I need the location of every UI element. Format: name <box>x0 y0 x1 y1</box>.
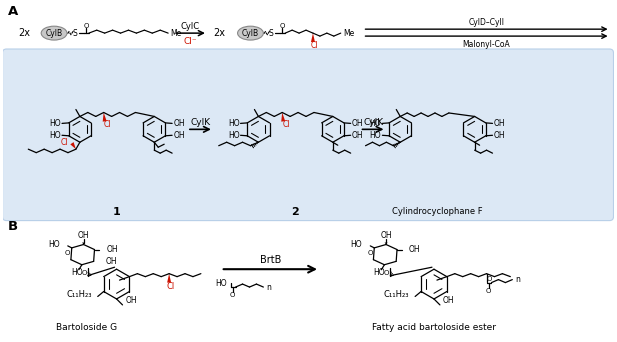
Text: OH: OH <box>173 131 185 140</box>
Text: S: S <box>73 29 77 38</box>
Text: O: O <box>487 276 492 281</box>
Text: CylB: CylB <box>242 29 259 38</box>
Text: HO: HO <box>71 268 83 277</box>
Text: 2: 2 <box>291 207 299 217</box>
Text: O: O <box>280 23 285 29</box>
Text: n: n <box>266 282 271 291</box>
Text: HO: HO <box>228 119 239 128</box>
Text: OH: OH <box>352 119 363 128</box>
Polygon shape <box>102 113 107 122</box>
Text: B: B <box>7 220 18 233</box>
Text: Cl: Cl <box>167 282 175 291</box>
Text: O: O <box>65 250 70 256</box>
Text: 1: 1 <box>113 207 120 217</box>
Text: OH: OH <box>106 245 118 254</box>
Text: OH: OH <box>494 119 505 128</box>
Text: HO: HO <box>350 240 362 249</box>
Text: Cl: Cl <box>60 138 68 147</box>
Text: CylD–CylI: CylD–CylI <box>468 18 505 27</box>
Text: A: A <box>7 5 18 18</box>
Text: CylB: CylB <box>46 29 63 38</box>
FancyBboxPatch shape <box>2 49 613 221</box>
Text: S: S <box>269 29 274 38</box>
Text: OH: OH <box>409 245 421 254</box>
Ellipse shape <box>41 26 67 40</box>
Text: HO: HO <box>48 240 60 249</box>
Text: OH: OH <box>106 257 117 266</box>
Text: Cylindrocyclophane F: Cylindrocyclophane F <box>392 207 482 216</box>
Text: O: O <box>81 270 86 276</box>
Text: C₁₁H₂₃: C₁₁H₂₃ <box>66 290 92 300</box>
Text: OH: OH <box>126 297 137 305</box>
Text: Malonyl-CoA: Malonyl-CoA <box>463 40 510 49</box>
Text: OH: OH <box>494 131 505 140</box>
Text: n: n <box>515 275 520 284</box>
Text: Me: Me <box>170 29 182 38</box>
Text: Bartoloside G: Bartoloside G <box>56 323 117 332</box>
Text: CylC: CylC <box>181 22 200 31</box>
Text: HO: HO <box>370 131 381 140</box>
Text: Cl: Cl <box>283 120 290 129</box>
Text: 2x: 2x <box>213 28 226 38</box>
Ellipse shape <box>238 26 263 40</box>
Text: Cl: Cl <box>310 41 318 50</box>
Text: C₁₁H₂₃: C₁₁H₂₃ <box>384 290 409 300</box>
Text: Cl: Cl <box>104 120 112 129</box>
Text: O: O <box>486 288 491 293</box>
Text: 2x: 2x <box>19 28 30 38</box>
Text: HO: HO <box>49 131 61 140</box>
Text: HO: HO <box>228 131 239 140</box>
Text: OH: OH <box>173 119 185 128</box>
Polygon shape <box>311 33 315 42</box>
Polygon shape <box>281 113 285 122</box>
Text: HO: HO <box>49 119 61 128</box>
Polygon shape <box>384 242 387 245</box>
Text: OH: OH <box>352 131 363 140</box>
Polygon shape <box>82 242 85 245</box>
Text: OH: OH <box>380 231 392 240</box>
Text: CylK: CylK <box>363 118 384 127</box>
Text: HO: HO <box>374 268 385 277</box>
Text: O: O <box>83 23 88 29</box>
Text: O: O <box>230 292 235 298</box>
Text: BrtB: BrtB <box>260 255 281 265</box>
Text: Cl⁻: Cl⁻ <box>184 37 197 45</box>
Text: CylK: CylK <box>191 118 211 127</box>
Text: Me: Me <box>343 29 354 38</box>
Text: HO: HO <box>370 119 381 128</box>
Text: OH: OH <box>443 297 455 305</box>
Text: Fatty acid bartoloside ester: Fatty acid bartoloside ester <box>372 323 496 332</box>
Text: O: O <box>384 270 389 276</box>
Text: HO: HO <box>215 279 226 288</box>
Text: O: O <box>367 250 373 256</box>
Text: OH: OH <box>78 231 89 240</box>
Polygon shape <box>167 274 171 282</box>
Polygon shape <box>70 142 76 149</box>
